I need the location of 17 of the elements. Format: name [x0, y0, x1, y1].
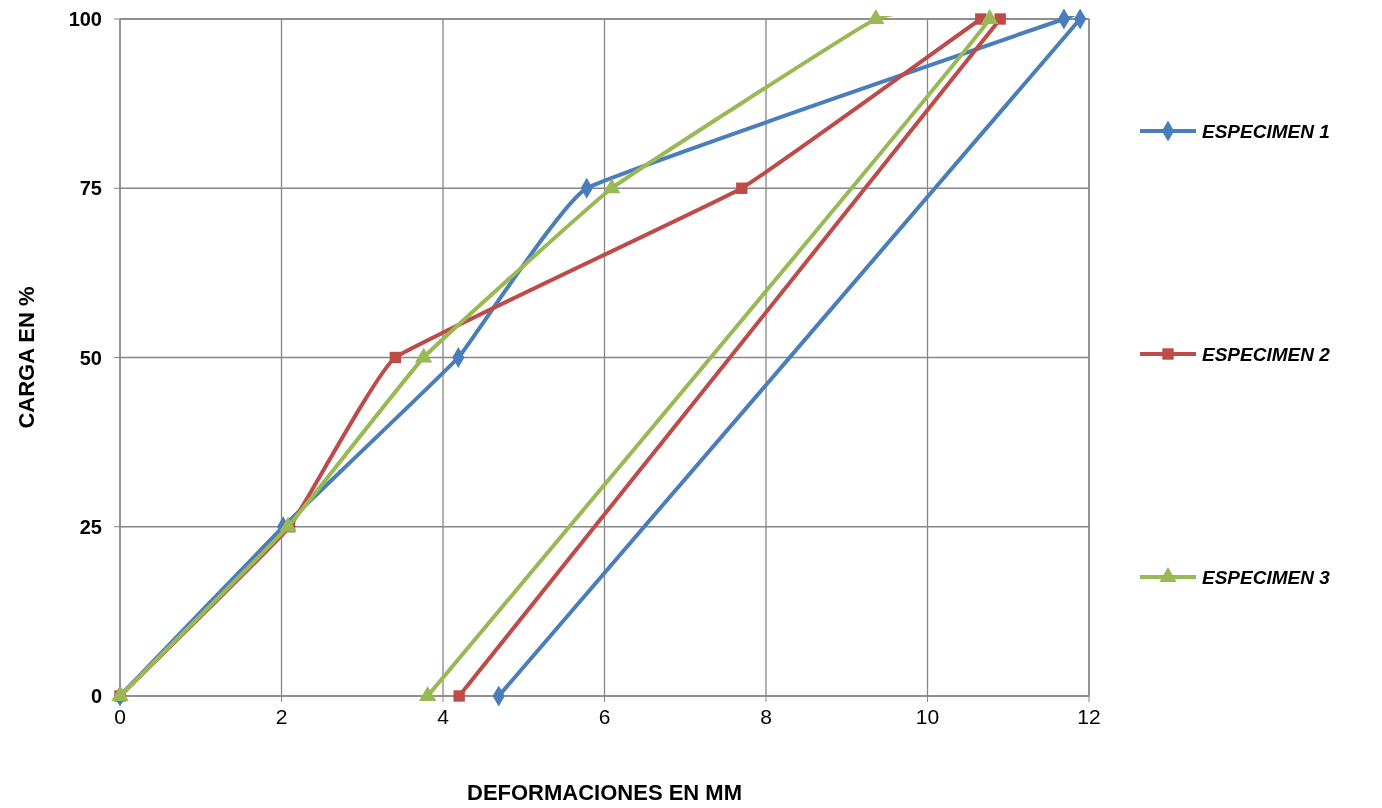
y-tick-label: 100 [68, 8, 102, 30]
legend-label: ESPECIMEN 3 [1202, 567, 1331, 588]
x-tick-label: 10 [915, 705, 940, 728]
y-tick-label: 50 [79, 346, 102, 369]
y-axis-title: CARGA EN % [14, 286, 39, 429]
x-tick-label: 2 [275, 705, 288, 728]
legend-label: ESPECIMEN 2 [1202, 344, 1331, 365]
x-tick-label: 12 [1077, 705, 1101, 728]
x-tick-label: 8 [760, 705, 772, 728]
x-tick-label: 4 [437, 705, 450, 728]
x-axis-title: DEFORMACIONES EN MM [467, 780, 742, 805]
y-tick-label: 75 [79, 177, 102, 200]
legend-label: ESPECIMEN 1 [1202, 121, 1330, 142]
y-tick-label: 0 [90, 685, 102, 707]
x-tick-label: 6 [598, 705, 611, 728]
y-tick-label: 25 [79, 515, 102, 538]
x-tick-label: 0 [114, 705, 126, 728]
